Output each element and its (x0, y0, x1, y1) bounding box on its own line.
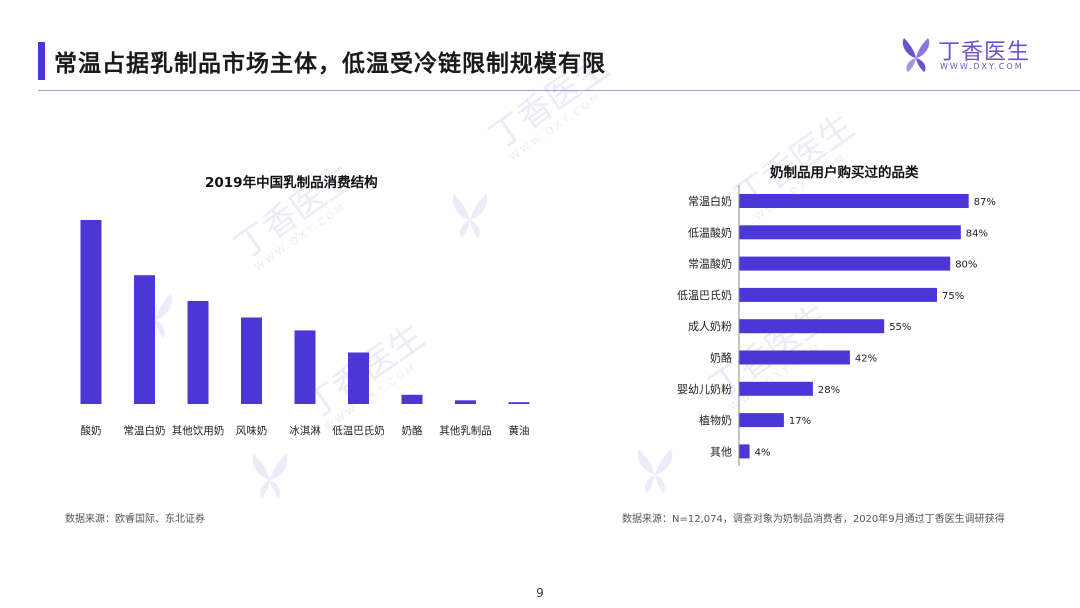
page-title: 常温占据乳制品市场主体，低温受冷链限制规模有限 (54, 51, 606, 77)
value-label: 87% (974, 197, 996, 208)
hbar-0 (739, 194, 969, 208)
bar-8 (508, 402, 530, 404)
hbar-6 (739, 381, 813, 396)
hbar-3 (739, 287, 937, 302)
category-label: 低温酸奶 (688, 225, 732, 239)
category-label: 婴幼儿奶粉 (677, 382, 732, 396)
title-accent-bar (38, 42, 45, 80)
category-label: 植物奶 (699, 413, 732, 427)
x-tick-label: 低温巴氏奶 (332, 424, 385, 437)
value-label: 4% (755, 447, 771, 458)
hbar-1 (739, 225, 961, 240)
value-label: 75% (942, 291, 964, 302)
value-label: 17% (789, 416, 811, 427)
x-tick-label: 常温白奶 (124, 424, 166, 437)
butterfly-flower-icon (902, 38, 930, 72)
x-tick-label: 风味奶 (236, 425, 268, 437)
purchased-categories-chart: 常温白奶 87% 低温酸奶 84% 常温酸奶 80% 低温巴氏奶 75% 成人奶粉 55% 奶酪 42… (677, 185, 996, 466)
bar-2 (187, 301, 209, 404)
bar-4 (294, 330, 316, 404)
hbar-7 (739, 413, 784, 428)
hbar-2 (739, 256, 951, 271)
watermark-url: WWW.DXY.COM (508, 91, 604, 163)
bar-3 (241, 317, 262, 404)
value-label: 28% (818, 385, 840, 396)
hbar-4 (739, 319, 885, 334)
right-chart-title: 奶制品用户购买过的品类 (770, 165, 919, 181)
category-label: 常温酸奶 (688, 257, 732, 271)
logo-url: WWW.DXY.COM (940, 62, 1024, 71)
x-tick-label: 其他饮用奶 (172, 424, 225, 437)
bar-5 (348, 352, 369, 404)
bar-7 (455, 400, 476, 404)
header-divider (38, 90, 1080, 91)
value-label: 84% (966, 228, 988, 239)
consumption-structure-chart: 酸奶 常温白奶 其他饮用奶 风味奶 冰淇淋 低温巴氏奶 奶酪 其他乳制品 黄油 (80, 220, 530, 437)
category-label: 成人奶粉 (688, 319, 732, 333)
x-tick-label: 奶酪 (402, 424, 423, 437)
category-label: 低温巴氏奶 (677, 288, 732, 302)
brand-logo: 丁香医生 WWW.DXY.COM (898, 34, 1038, 76)
page-number: 9 (536, 586, 544, 600)
hbar-8 (739, 444, 750, 459)
category-label: 奶酪 (710, 351, 732, 365)
category-label: 常温白奶 (688, 194, 732, 208)
bar-0 (80, 220, 102, 404)
right-source-note: 数据来源：N=12,074，调查对象为奶制品消费者，2020年9月通过丁香医生调… (622, 514, 1005, 525)
x-tick-label: 黄油 (509, 424, 530, 437)
x-tick-label: 冰淇淋 (289, 424, 321, 437)
x-tick-label: 其他乳制品 (439, 424, 492, 437)
x-tick-label: 酸奶 (81, 424, 102, 437)
bar-1 (134, 275, 155, 404)
category-label: 其他 (710, 445, 732, 458)
value-label: 80% (955, 260, 977, 271)
left-source-note: 数据来源：欧睿国际、东北证券 (65, 514, 205, 525)
bar-6 (401, 394, 423, 404)
value-label: 55% (889, 322, 911, 333)
value-label: 42% (855, 354, 877, 365)
left-chart-title: 2019年中国乳制品消费结构 (205, 175, 378, 191)
logo-text: 丁香医生 (938, 40, 1031, 65)
hbar-5 (739, 350, 850, 365)
